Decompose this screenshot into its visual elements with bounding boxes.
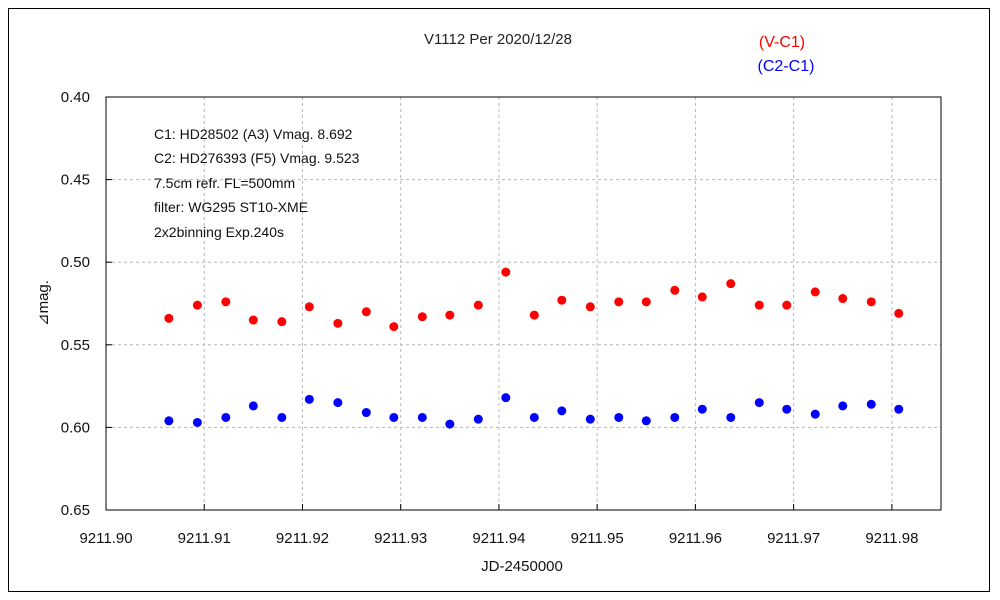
legend-v-c1: (V-C1) [759,34,805,51]
point-c2-c1 [585,414,595,424]
point-v-c1 [221,297,231,307]
y-tick-label: 0.45 [61,172,90,189]
point-c2-c1 [389,412,399,422]
x-tick-label: 9211.98 [865,530,918,547]
point-c2-c1 [221,412,231,422]
point-c2-c1 [529,412,539,422]
x-tick-label: 9211.97 [767,530,820,547]
point-c2-c1 [726,412,736,422]
point-v-c1 [333,318,343,328]
point-c2-c1 [192,417,202,427]
point-v-c1 [782,300,792,310]
y-tick-label: 0.50 [61,254,90,271]
grid [105,96,941,511]
legend-c2-c1: (C2-C1) [758,58,815,75]
y-tick-label: 0.55 [61,337,90,354]
x-tick-label: 9211.95 [571,530,624,547]
y-tick-label: 0.40 [61,89,90,106]
point-c2-c1 [164,416,174,426]
point-v-c1 [866,297,876,307]
point-c2-c1 [641,416,651,426]
point-v-c1 [389,322,399,332]
point-v-c1 [557,295,567,305]
y-tick-labels: 0.40 0.45 0.50 0.55 0.60 0.65 [61,89,90,519]
plot-area [105,96,942,511]
x-axis-label: JD-2450000 [481,558,563,575]
point-c2-c1 [501,393,511,403]
point-c2-c1 [417,412,427,422]
point-v-c1 [248,315,258,325]
point-c2-c1 [361,408,371,418]
point-v-c1 [614,297,624,307]
point-v-c1 [641,297,651,307]
point-c2-c1 [810,409,820,419]
annotations: C1: HD28502 (A3) Vmag. 8.692 C2: HD27639… [154,126,360,240]
point-c2-c1 [614,412,624,422]
point-c2-c1 [473,414,483,424]
y-tick-label: 0.60 [61,419,90,436]
point-c2-c1 [333,398,343,408]
point-v-c1 [361,307,371,317]
x-tick-label: 9211.90 [79,530,132,547]
point-v-c1 [192,300,202,310]
chart-title: V1112 Per 2020/12/28 [424,31,572,48]
point-c2-c1 [304,394,314,404]
x-tick-labels: 9211.90 9211.91 9211.92 9211.93 9211.94 9211.… [79,530,918,547]
point-c2-c1 [754,398,764,408]
point-c2-c1 [445,419,455,429]
x-tick-label: 9211.96 [669,530,722,547]
point-v-c1 [304,302,314,312]
point-c2-c1 [866,399,876,409]
data-points [164,267,904,429]
point-c2-c1 [782,404,792,414]
point-v-c1 [697,292,707,302]
x-tick-label: 9211.91 [178,530,231,547]
point-v-c1 [164,313,174,323]
point-v-c1 [473,300,483,310]
y-tick-label: 0.65 [61,502,90,519]
point-c2-c1 [670,412,680,422]
point-c2-c1 [697,404,707,414]
x-tick-label: 9211.93 [374,530,427,547]
point-c2-c1 [248,401,258,411]
point-c2-c1 [557,406,567,416]
point-v-c1 [726,279,736,289]
annotation-c2: C2: HD276393 (F5) Vmag. 9.523 [154,150,360,166]
annotation-c1: C1: HD28502 (A3) Vmag. 8.692 [154,126,353,142]
annotation-filter: filter: WG295 ST10-XME [154,199,308,215]
point-v-c1 [445,310,455,320]
point-c2-c1 [277,412,287,422]
point-v-c1 [838,294,848,304]
point-c2-c1 [838,401,848,411]
point-v-c1 [529,310,539,320]
point-v-c1 [810,287,820,297]
annotation-telescope: 7.5cm refr. FL=500mm [154,175,295,191]
point-v-c1 [670,285,680,295]
point-v-c1 [754,300,764,310]
point-v-c1 [894,308,904,318]
x-tick-label: 9211.92 [276,530,329,547]
point-v-c1 [417,312,427,322]
point-v-c1 [277,317,287,327]
point-v-c1 [585,302,595,312]
point-v-c1 [501,267,511,277]
x-tick-label: 9211.94 [472,530,525,547]
point-c2-c1 [894,404,904,414]
y-axis-label: ⊿mag. [35,280,52,326]
annotation-binning: 2x2binning Exp.240s [154,224,284,240]
